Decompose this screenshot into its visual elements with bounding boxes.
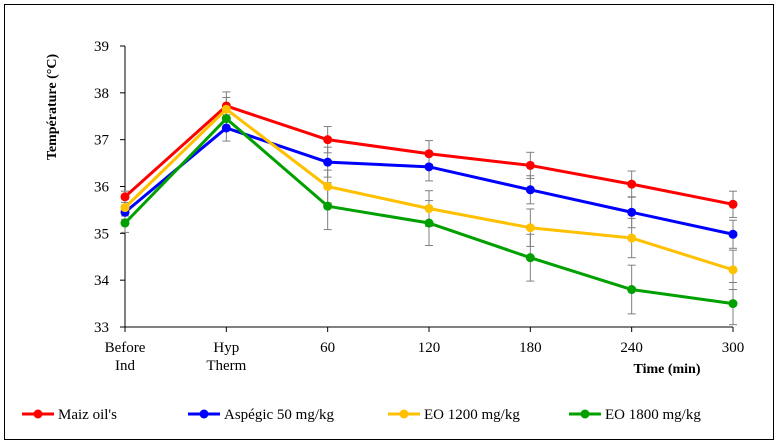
x-tick-label: Before Ind	[105, 340, 146, 374]
data-point	[120, 218, 130, 228]
data-point	[525, 253, 535, 263]
data-point	[221, 123, 231, 133]
y-tick-label: 36	[94, 180, 110, 196]
legend-label: Maiz oil's	[58, 407, 117, 423]
data-point	[627, 285, 637, 295]
legend-label: EO 1800 mg/kg	[605, 407, 701, 423]
data-point	[424, 149, 434, 159]
x-tick-label: 120	[418, 340, 441, 356]
legend-swatch-marker	[580, 409, 590, 419]
data-point	[424, 204, 434, 214]
data-point	[323, 135, 333, 145]
data-point	[728, 229, 738, 239]
data-point	[424, 218, 434, 228]
legend: Maiz oil's Aspégic 50 mg/kg EO 1200 mg/kg E…	[22, 407, 701, 423]
y-tick-label: 35	[94, 226, 109, 242]
y-tick-label: 33	[94, 320, 109, 336]
data-point	[627, 233, 637, 243]
legend-swatch-marker	[399, 409, 409, 419]
chart-frame	[4, 4, 774, 440]
series-points	[120, 101, 738, 309]
y-tick-label: 38	[94, 86, 109, 102]
x-axis-title: Time (min)	[633, 362, 700, 377]
data-point	[221, 114, 231, 124]
data-point	[525, 223, 535, 233]
data-point	[728, 265, 738, 275]
x-tick-label: 180	[519, 340, 542, 356]
legend-label: EO 1200 mg/kg	[424, 407, 520, 423]
legend-swatch-marker	[33, 409, 43, 419]
x-tick-label: Hyp Therm	[206, 340, 246, 374]
data-point	[221, 104, 231, 114]
data-point	[323, 157, 333, 167]
data-point	[525, 185, 535, 195]
data-point	[120, 192, 130, 202]
y-tick-label: 34	[94, 273, 110, 289]
data-point	[120, 203, 130, 213]
data-point	[728, 199, 738, 209]
x-tick-label: 300	[722, 340, 745, 356]
y-axis-title: Température (°C)	[45, 54, 60, 161]
data-point	[424, 162, 434, 172]
legend-label: Aspégic 50 mg/kg	[224, 407, 334, 423]
axes: 33 34 35 36 37 38 39 Before Ind Hyp Therm 60 120 180 2…	[94, 39, 744, 374]
y-tick-label: 37	[94, 133, 110, 149]
y-tick-label: 39	[94, 39, 109, 55]
x-tick-label: 60	[320, 340, 335, 356]
data-point	[525, 160, 535, 170]
x-tick-label: 240	[620, 340, 643, 356]
data-point	[728, 299, 738, 309]
data-point	[323, 182, 333, 191]
legend-swatch-marker	[199, 409, 209, 419]
data-point	[627, 207, 637, 217]
data-point	[627, 179, 637, 189]
data-point	[323, 201, 333, 211]
